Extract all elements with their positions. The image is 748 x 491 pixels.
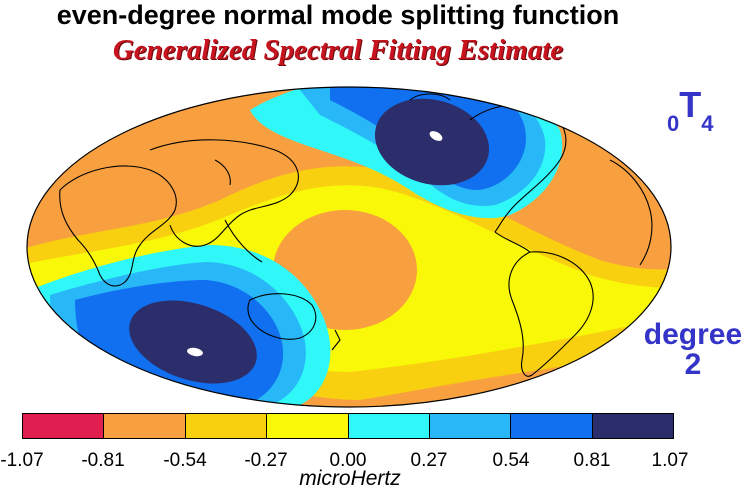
degree-word: degree [643, 318, 743, 351]
colorbar-swatch [348, 414, 430, 438]
degree-value: 2 [684, 348, 702, 381]
colorbar-tick: -0.27 [244, 450, 288, 471]
colorbar-swatch [592, 414, 673, 438]
globe-outline [26, 86, 672, 408]
colorbar-tick: 0.00 [329, 450, 367, 471]
white-north-peak [429, 131, 443, 141]
coastlines [59, 93, 653, 377]
map-subtitle: Generalized Spectral Fitting Estimate [112, 34, 564, 66]
mode-label: 0T4 [667, 84, 714, 136]
colorbar-swatch [267, 414, 349, 438]
colorbar-tick: 1.07 [651, 450, 689, 471]
colorbar-tick: -0.54 [163, 450, 207, 471]
degree-label: degree 2 [638, 320, 748, 380]
navy-north-core [374, 98, 490, 186]
colorbar-swatch [104, 414, 186, 438]
colorbar-tick: -1.07 [0, 450, 44, 471]
colorbar-swatch [429, 414, 512, 438]
colorbar-tick: 0.27 [410, 450, 448, 471]
colorbar-unit-label: microHertz [299, 467, 401, 490]
mode-letter: T [679, 84, 702, 125]
white-south-peak [187, 347, 203, 357]
colorbar-swatch [23, 414, 105, 438]
colorbar [22, 413, 674, 439]
navy-south-core [129, 300, 257, 384]
colorbar-swatch [185, 414, 268, 438]
colorbar-tick: 0.54 [492, 450, 530, 471]
colorbar-tick: 0.81 [573, 450, 611, 471]
colorbar-swatch [511, 414, 593, 438]
mode-overtone: 0 [667, 111, 680, 136]
mode-order: 4 [701, 111, 714, 136]
map-title: even-degree normal mode splitting functi… [56, 0, 620, 30]
colorbar-tick: -0.81 [81, 450, 125, 471]
